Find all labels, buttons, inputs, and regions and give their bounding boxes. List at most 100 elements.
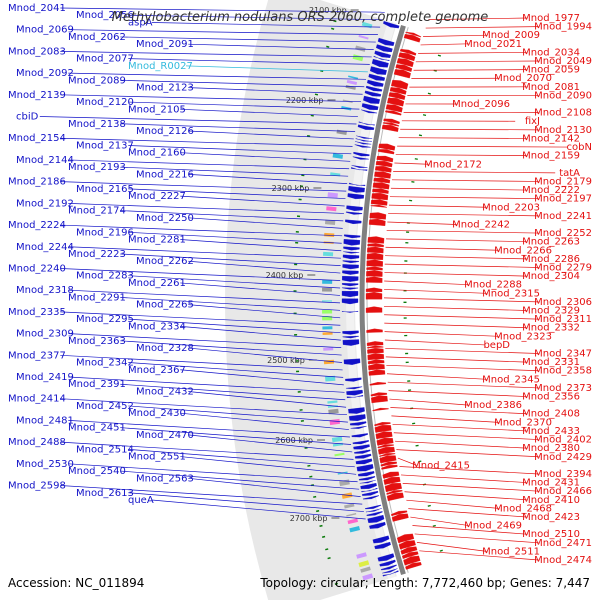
gene-label-right: Mnod_2373 xyxy=(534,383,592,394)
forward-gene xyxy=(346,389,363,396)
gene-label-right: Mnod_2081 xyxy=(522,82,580,93)
gene-label-left: Mnod_2563 xyxy=(136,473,194,484)
forward-gene xyxy=(342,339,360,346)
reverse-gene xyxy=(374,424,392,433)
gene-label-right: Mnod_2410 xyxy=(522,495,580,506)
forward-gene xyxy=(353,151,370,157)
reverse-gene xyxy=(398,52,416,62)
reverse-gene xyxy=(403,34,421,43)
forward-gene xyxy=(377,37,395,46)
gene-label-leader xyxy=(423,34,487,37)
forward-gene xyxy=(349,421,367,426)
gene-label-leader xyxy=(386,230,539,234)
gene-label-leader xyxy=(395,154,527,157)
gene-label-leader xyxy=(384,305,527,311)
gene-label-left: Mnod_2091 xyxy=(136,39,194,50)
gene-label-leader xyxy=(400,128,539,131)
gene-label-leader xyxy=(120,253,341,266)
reverse-gene xyxy=(367,236,385,244)
feature-block xyxy=(336,129,347,136)
gene-label-left: Mnod_2083 xyxy=(8,46,66,57)
gene-label-leader xyxy=(389,398,469,406)
reverse-gene xyxy=(372,182,390,190)
gene-label-left: Mnod_2174 xyxy=(68,206,126,217)
gene-label-right: Mnod_2197 xyxy=(534,194,592,205)
reverse-gene xyxy=(375,161,393,168)
gene-label-leader xyxy=(188,130,354,140)
forward-gene xyxy=(342,270,359,275)
gene-label-leader xyxy=(120,470,360,490)
gene-label-right: Mnod_2386 xyxy=(464,400,522,411)
gene-label-left: Mnod_2160 xyxy=(128,148,186,159)
gene-label-left: Mnod_2137 xyxy=(76,140,134,151)
feature-block xyxy=(362,573,374,581)
feature-block xyxy=(358,560,370,568)
gene-label-right: Mnod_2108 xyxy=(534,108,592,119)
gene-label-right: Mnod_2423 xyxy=(522,512,580,523)
reverse-gene xyxy=(405,562,422,570)
kbp-tick-label: 2300 kbp xyxy=(272,184,310,193)
forward-gene xyxy=(380,564,397,571)
gene-label-leader xyxy=(120,427,352,445)
gene-label-right: Mnod_2329 xyxy=(522,306,580,317)
gene-label-leader xyxy=(418,52,527,54)
reverse-gene xyxy=(381,124,399,132)
gene-label-leader xyxy=(386,373,487,380)
reverse-gene xyxy=(372,188,389,194)
gene-label-left: Mnod_2196 xyxy=(76,227,134,238)
reverse-gene xyxy=(369,212,387,220)
gene-label-leader xyxy=(60,7,385,13)
gene-label-leader xyxy=(392,423,527,432)
reverse-gene xyxy=(383,118,400,125)
reverse-gene xyxy=(366,266,383,271)
forward-gene xyxy=(369,66,387,75)
forward-gene xyxy=(345,219,362,224)
gene-label-right: Mnod_2049 xyxy=(534,56,592,67)
gene-label-right: Mnod_2394 xyxy=(534,469,592,480)
gene-label-leader xyxy=(393,432,539,440)
gene-label-leader xyxy=(384,331,499,337)
gene-label-leader xyxy=(128,492,364,512)
map-background-ring xyxy=(225,0,397,600)
forward-gene xyxy=(363,95,381,104)
forward-gene xyxy=(345,377,362,382)
forward-gene xyxy=(350,425,367,429)
forward-gene xyxy=(351,165,368,168)
forward-gene xyxy=(346,205,363,211)
gene-label-right: Mnod_2474 xyxy=(534,555,592,566)
reverse-gene xyxy=(379,453,396,457)
gene-label-leader xyxy=(60,137,353,147)
gene-label-leader xyxy=(120,80,365,88)
accession-text: Accession: NC_011894 xyxy=(8,576,145,590)
gene-label-leader xyxy=(188,43,374,50)
gene-label-left: cbiD xyxy=(16,112,39,123)
gene-label-left: Mnod_2488 xyxy=(8,437,66,448)
gene-label-leader xyxy=(188,260,341,274)
reverse-gene xyxy=(403,555,421,566)
gene-label-left: Mnod_2192 xyxy=(16,198,74,209)
feature-block xyxy=(360,566,371,573)
gene-label-left: Mnod_2105 xyxy=(128,104,186,115)
reverse-gene xyxy=(368,218,386,226)
gene-label-left: Mnod_2295 xyxy=(76,314,134,325)
gene-label-leader xyxy=(388,390,527,397)
gene-label-left: Mnod_2186 xyxy=(8,177,66,188)
gene-label-right: Mnod_2466 xyxy=(534,486,592,497)
gene-label-left: Mnod_2334 xyxy=(128,321,186,332)
reverse-gene xyxy=(405,31,422,38)
forward-gene xyxy=(348,186,365,193)
gene-label-leader xyxy=(397,457,417,466)
forward-gene xyxy=(368,73,386,81)
gene-label-left: Mnod_2391 xyxy=(68,379,126,390)
forward-gene xyxy=(376,44,393,53)
gene-label-leader xyxy=(128,188,346,199)
gene-label-leader xyxy=(128,275,341,289)
reverse-gene xyxy=(391,510,408,517)
gene-label-leader xyxy=(151,22,381,28)
forward-gene xyxy=(353,444,370,450)
gene-label-right: cobN xyxy=(567,142,592,153)
feature-block xyxy=(327,192,338,198)
gene-label-leader xyxy=(68,333,342,348)
